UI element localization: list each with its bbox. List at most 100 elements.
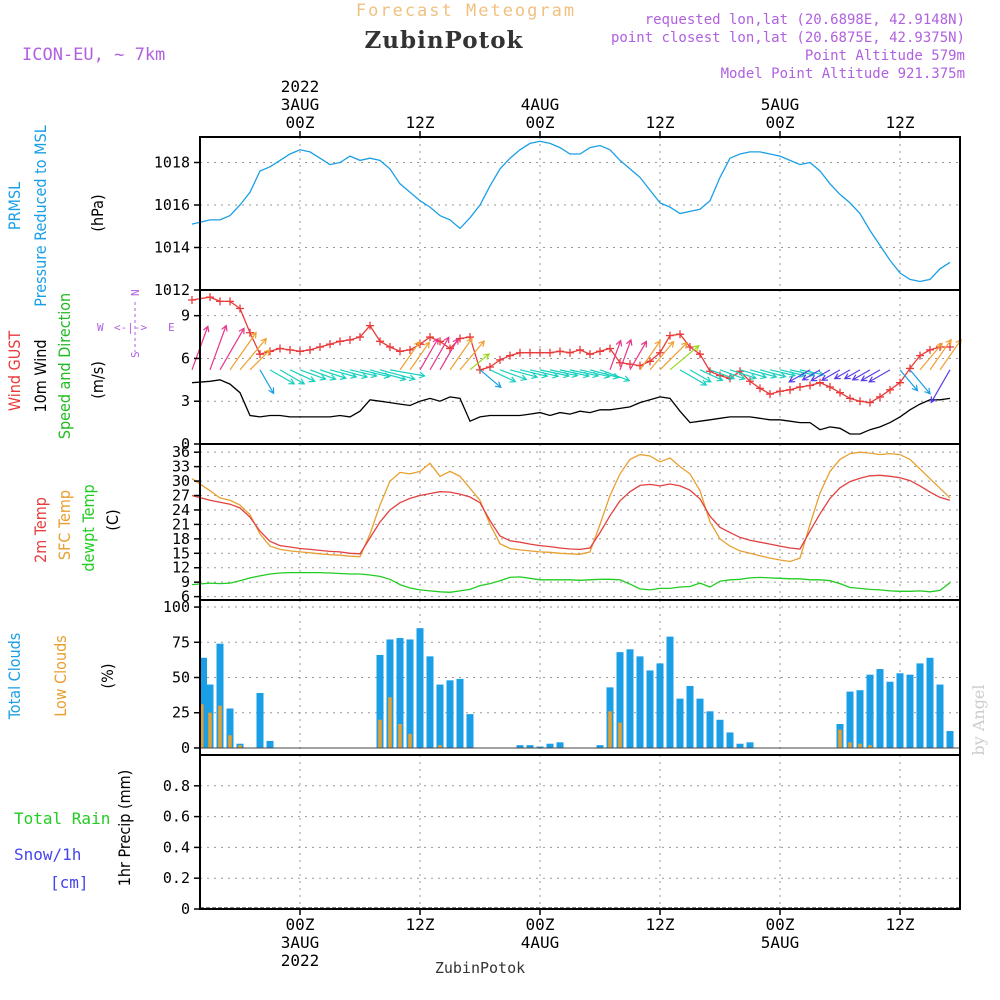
time-label-bottom: 12Z: [646, 915, 675, 934]
wind-direction-arrow: [759, 369, 787, 379]
low-cloud-bar: [858, 743, 862, 748]
wind-direction-arrow: [820, 369, 841, 381]
panel-frame-wind: [199, 289, 961, 445]
wind-direction-arrow: [269, 369, 296, 385]
wind-direction-arrow: [239, 337, 268, 371]
t2m-label: 2m Temp: [31, 497, 50, 563]
credit-watermark: by Angel: [969, 684, 988, 755]
gust-marker: [556, 347, 564, 356]
pressure-label-1: PRMSL: [5, 182, 24, 230]
wind-direction-arrow: [599, 369, 631, 383]
total-cloud-bar: [906, 674, 914, 748]
total-cloud-bar: [866, 674, 874, 748]
gust-marker: [646, 357, 654, 366]
wind-direction-arrow: [709, 369, 736, 381]
low-cloud-bar: [238, 745, 242, 748]
gust-marker: [806, 381, 814, 390]
y-tick-label: 0: [181, 435, 190, 453]
gust-marker: [296, 347, 304, 356]
wind-direction-arrow: [843, 369, 861, 380]
wind-direction-arrow: [719, 369, 746, 381]
total-cloud-bar: [926, 657, 934, 748]
gust-marker: [496, 355, 504, 364]
model-label: ICON-EU, ~ 7km: [22, 45, 165, 65]
y-tick-label: 21: [172, 515, 190, 533]
time-label-top: 12Z: [406, 113, 435, 132]
gust-marker: [426, 333, 434, 342]
total-cloud-bar: [406, 639, 414, 748]
total-cloud-bar: [376, 654, 384, 748]
wind-10m-label: 10m Wind: [31, 339, 50, 412]
wind-dir-label: Speed and Direction: [55, 293, 74, 439]
total-cloud-bar: [736, 743, 744, 748]
total-cloud-bar: [386, 639, 394, 748]
gust-marker: [486, 363, 494, 371]
gust-marker: [306, 345, 314, 354]
y-tick-label: 9: [181, 573, 190, 591]
pressure-label-2: Pressure Reduced to MSL: [31, 125, 50, 306]
low-cloud-bar: [378, 719, 382, 748]
gust-marker: [746, 377, 754, 386]
pressure-line: [191, 140, 951, 283]
time-label-top: 00Z: [286, 113, 315, 132]
gust-marker: [336, 337, 344, 346]
gust-marker: [246, 328, 254, 337]
wind-direction-arrow: [389, 369, 426, 379]
wind-unit: (m/s): [88, 361, 107, 399]
t2m-line: [191, 474, 951, 555]
gust-marker: [676, 330, 684, 339]
wind-direction-arrow: [929, 338, 952, 371]
time-label-bottom: 00Z: [286, 915, 315, 934]
panel-frame-precip: [199, 754, 961, 910]
time-label-top: 3AUG: [281, 95, 320, 114]
total-cloud-bar: [716, 719, 724, 748]
total-cloud-bar: [846, 691, 854, 748]
gust-marker: [216, 297, 224, 306]
y-tick-label: 3: [181, 392, 190, 410]
panel-frame-temp: [199, 443, 961, 601]
gust-marker: [866, 398, 874, 407]
low-cloud-bar: [868, 745, 872, 748]
wind-direction-arrow: [749, 369, 778, 379]
wind-direction-arrow: [909, 369, 931, 395]
wind-direction-arrow: [739, 369, 768, 380]
gust-marker: [666, 331, 674, 340]
gust-marker: [886, 385, 894, 394]
y-tick-label: 0.4: [163, 838, 190, 856]
wind-direction-arrow: [439, 337, 459, 371]
wind-gust-label: Wind GUST: [5, 331, 24, 412]
wind-direction-arrow: [329, 369, 358, 379]
y-tick-label: 27: [172, 487, 190, 505]
point-altitude: Point Altitude 579m: [805, 48, 965, 64]
total-cloud-bar: [436, 684, 444, 748]
y-tick-label: 0.8: [163, 777, 190, 795]
compass-n: N: [129, 289, 142, 296]
wind-direction-arrow: [851, 369, 871, 381]
total-cloud-bar: [446, 680, 454, 748]
gust-marker: [816, 378, 824, 387]
gust-marker: [516, 348, 524, 357]
wind-direction-arrow: [319, 369, 348, 380]
wind-direction-arrow: [249, 349, 271, 371]
total-cloud-bar: [936, 684, 944, 748]
gust-marker: [896, 378, 904, 387]
gust-marker: [506, 351, 514, 360]
total-cloud-bar: [226, 708, 234, 748]
y-tick-label: 1016: [154, 196, 190, 214]
wind-direction-arrow: [679, 369, 708, 386]
low-cloud-bar: [228, 735, 232, 748]
gust-marker: [786, 385, 794, 394]
gust-marker: [536, 348, 544, 357]
total-cloud-bar: [706, 711, 714, 748]
gust-marker: [276, 344, 284, 353]
low-cloud-bar: [408, 733, 412, 748]
time-label-top: 5AUG: [761, 95, 800, 114]
wind-direction-arrow: [919, 342, 943, 371]
time-label-bottom: 5AUG: [761, 933, 800, 952]
y-tick-label: 50: [172, 669, 190, 687]
gust-marker: [836, 388, 844, 397]
total-cloud-bar: [516, 745, 524, 748]
total-cloud-bar: [200, 657, 207, 748]
total-cloud-bar: [256, 693, 264, 748]
